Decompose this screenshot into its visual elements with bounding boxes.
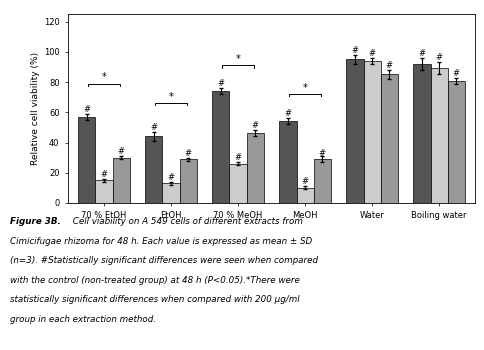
Bar: [95, 180, 112, 203]
Text: #: #: [452, 69, 459, 77]
Bar: [346, 60, 363, 203]
Bar: [179, 159, 197, 203]
Text: Cimicifugae rhizoma for 48 h. Each value is expressed as mean ± SD: Cimicifugae rhizoma for 48 h. Each value…: [10, 237, 311, 246]
Text: with the control (non-treated group) at 48 h (P<0.05).*There were: with the control (non-treated group) at …: [10, 276, 299, 285]
Text: (n=3). #Statistically significant differences were seen when compared: (n=3). #Statistically significant differ…: [10, 256, 317, 265]
Bar: [363, 61, 380, 203]
Bar: [246, 133, 263, 203]
Text: #: #: [83, 105, 90, 114]
Text: #: #: [435, 54, 442, 62]
Text: statistically significant differences when compared with 200 μg/ml: statistically significant differences wh…: [10, 295, 299, 304]
Text: *: *: [168, 92, 173, 102]
Text: #: #: [418, 49, 424, 58]
Bar: [162, 183, 179, 203]
Text: *: *: [101, 72, 106, 82]
Text: #: #: [100, 170, 107, 179]
Bar: [380, 75, 397, 203]
Text: #: #: [301, 177, 308, 186]
Text: #: #: [318, 149, 325, 158]
Text: *: *: [235, 54, 240, 64]
Bar: [296, 188, 313, 203]
Text: #: #: [150, 123, 157, 132]
Bar: [78, 117, 95, 203]
Bar: [229, 164, 246, 203]
Text: *: *: [302, 83, 307, 93]
Text: #: #: [217, 79, 224, 88]
Text: group in each extraction method.: group in each extraction method.: [10, 315, 155, 324]
Text: #: #: [351, 46, 358, 55]
Bar: [430, 69, 447, 203]
Bar: [313, 159, 330, 203]
Bar: [447, 80, 464, 203]
Text: Figure 3B.: Figure 3B.: [10, 217, 60, 226]
Bar: [212, 91, 229, 203]
Text: B: B: [27, 0, 36, 2]
Text: #: #: [167, 173, 174, 182]
Text: #: #: [118, 147, 124, 156]
Text: #: #: [184, 149, 191, 158]
Text: #: #: [368, 49, 375, 58]
Text: Cell viability on A 549 cells of different extracts from: Cell viability on A 549 cells of differe…: [70, 217, 302, 226]
Text: #: #: [385, 61, 392, 70]
Bar: [412, 64, 430, 203]
Bar: [112, 158, 130, 203]
Text: #: #: [251, 121, 258, 131]
Bar: [145, 136, 162, 203]
Text: #: #: [284, 109, 291, 118]
Y-axis label: Relative cell viability (%): Relative cell viability (%): [30, 52, 40, 165]
Bar: [279, 121, 296, 203]
Text: #: #: [234, 153, 241, 162]
